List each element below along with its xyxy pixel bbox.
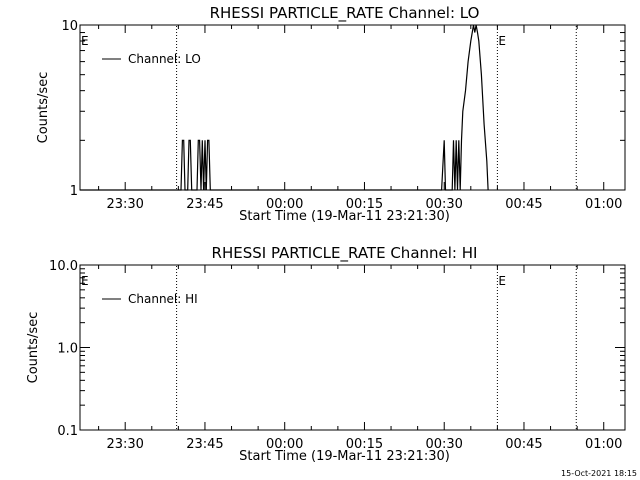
x-tick-label: 00:15: [346, 197, 383, 212]
x-tick-label: 00:00: [266, 437, 303, 452]
plot-frame: [79, 264, 626, 431]
x-tick-label: 23:30: [106, 197, 143, 212]
x-tick-label: 00:30: [425, 437, 462, 452]
y-axis-label: Counts/sec: [26, 312, 41, 384]
chart-title: RHESSI PARTICLE_RATE Channel: HI: [212, 244, 478, 263]
x-tick-label: 00:45: [505, 437, 542, 452]
plot-frame: [79, 24, 626, 191]
series-line: [80, 24, 489, 191]
y-axis-label: Counts/sec: [36, 72, 51, 144]
x-tick-label: 00:00: [266, 197, 303, 212]
event-marker-label: E: [498, 274, 506, 288]
event-marker-label: E: [81, 34, 89, 48]
x-tick-label: 00:15: [346, 437, 383, 452]
legend-label: Channel: LO: [128, 52, 201, 66]
x-tick-label: 00:45: [505, 197, 542, 212]
y-tick-label: 1: [70, 184, 78, 199]
x-axis-label: Start Time (19-Mar-11 23:21:30): [239, 449, 450, 464]
event-marker-label: E: [81, 274, 89, 288]
chart-panel-hi: RHESSI PARTICLE_RATE Channel: HI Counts/s…: [26, 244, 626, 464]
x-tick-label: 00:30: [425, 197, 462, 212]
x-tick-label: 23:30: [106, 437, 143, 452]
x-tick-label: 23:45: [186, 197, 223, 212]
x-axis-label: Start Time (19-Mar-11 23:21:30): [239, 209, 450, 224]
x-tick-label: 23:45: [186, 437, 223, 452]
y-tick-label: 1.0: [57, 342, 78, 357]
event-marker-label: E: [498, 34, 506, 48]
x-tick-label: 01:00: [585, 197, 622, 212]
y-tick-label: 10.0: [49, 259, 78, 274]
y-tick-label: 10: [61, 19, 78, 34]
x-tick-label: 01:00: [585, 437, 622, 452]
chart-panel-lo: RHESSI PARTICLE_RATE Channel: LO Counts/s…: [36, 4, 626, 224]
y-tick-label: 0.1: [57, 424, 78, 439]
footer-timestamp: 15-Oct-2021 18:15: [561, 469, 637, 478]
legend-label: Channel: HI: [128, 292, 198, 306]
chart-title: RHESSI PARTICLE_RATE Channel: LO: [210, 4, 480, 23]
